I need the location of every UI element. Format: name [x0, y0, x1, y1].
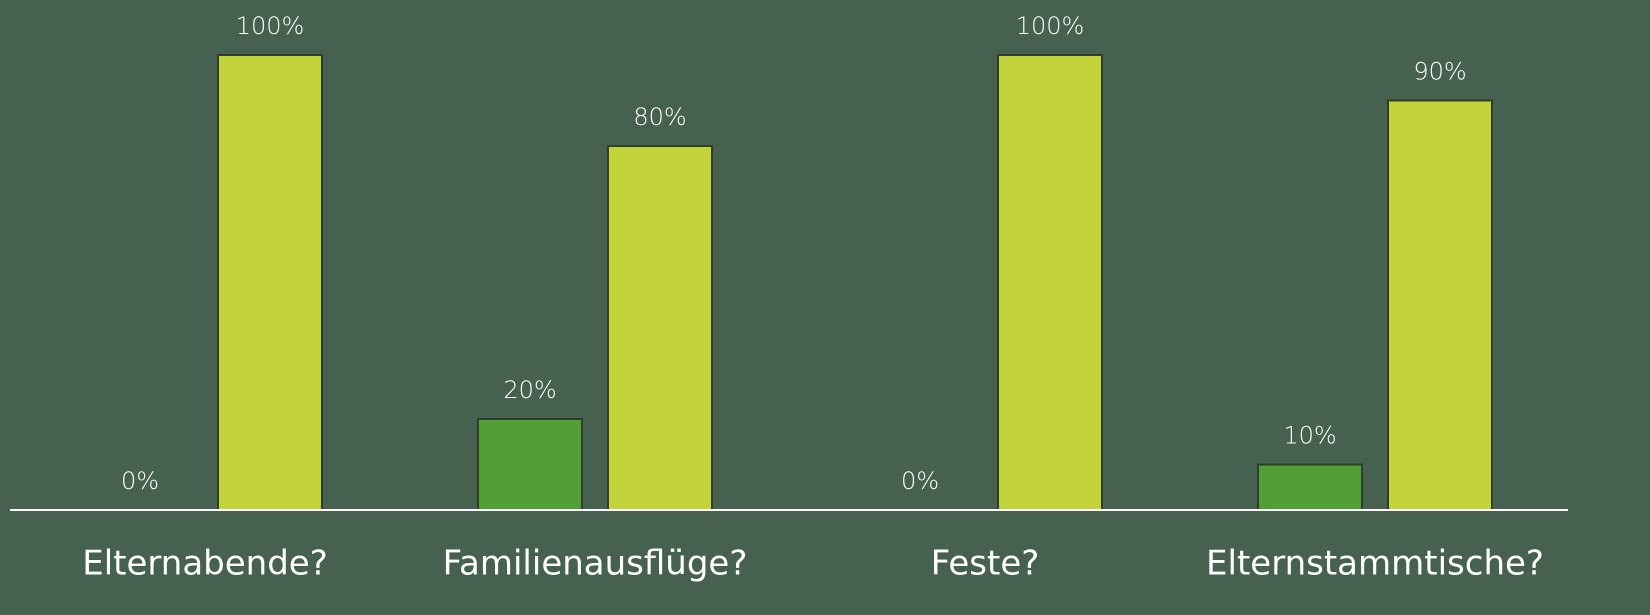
value-label: 100%	[1016, 12, 1085, 40]
bar	[607, 145, 713, 511]
bar	[217, 54, 323, 511]
x-tick-label: Elternstammtische?	[1206, 544, 1544, 584]
bar	[997, 54, 1103, 511]
value-label: 80%	[633, 103, 686, 131]
bar	[477, 418, 583, 511]
value-label: 20%	[503, 376, 556, 404]
bar	[1257, 463, 1363, 511]
x-tick-label: Feste?	[931, 544, 1040, 584]
value-label: 0%	[121, 467, 159, 495]
x-tick-label: Elternabende?	[82, 544, 328, 584]
value-label: 100%	[236, 12, 305, 40]
value-label: 0%	[901, 467, 939, 495]
value-label: 10%	[1283, 422, 1336, 450]
x-tick-label: Familienausflüge?	[443, 544, 748, 584]
value-label: 90%	[1413, 58, 1466, 86]
bar	[1387, 99, 1493, 511]
